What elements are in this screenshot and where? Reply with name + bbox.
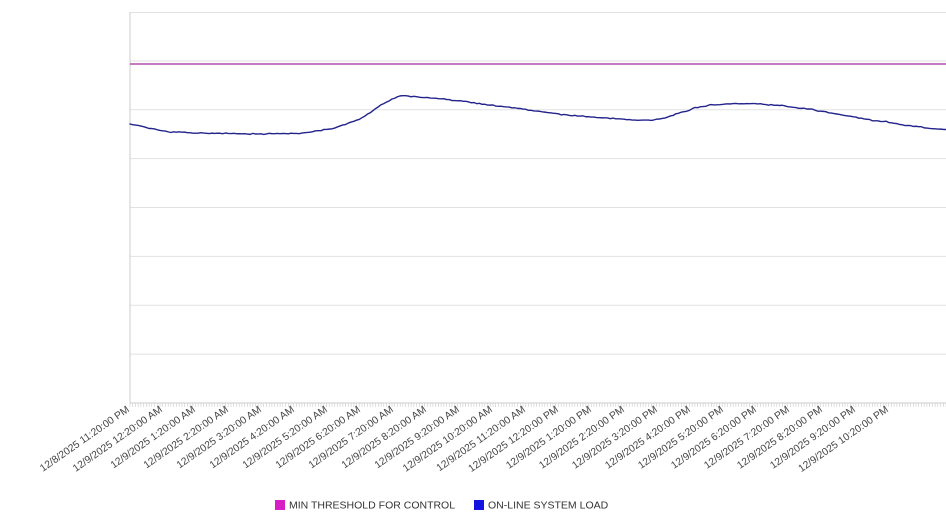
svg-text:MIN THRESHOLD FOR CONTROL: MIN THRESHOLD FOR CONTROL bbox=[289, 500, 455, 512]
svg-text:ON-LINE SYSTEM LOAD: ON-LINE SYSTEM LOAD bbox=[488, 500, 609, 512]
